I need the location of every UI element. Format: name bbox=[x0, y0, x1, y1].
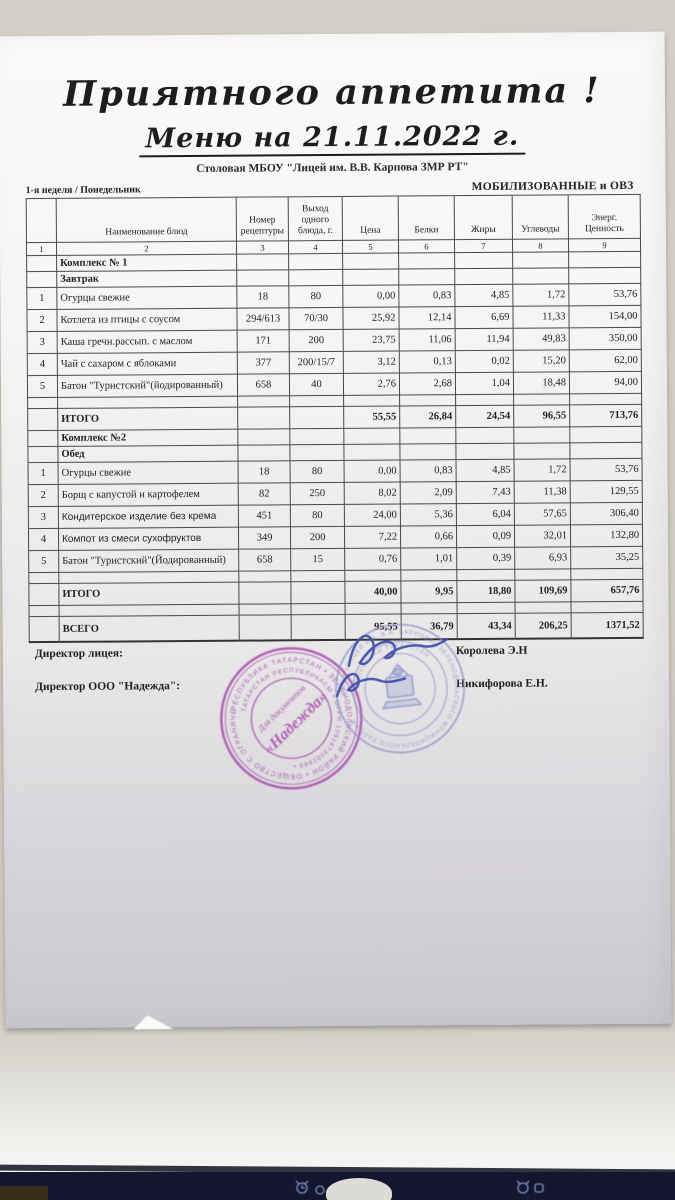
menu-table: Наименование блюд Номер рецептуры Выход … bbox=[25, 193, 644, 644]
director-ooo-label: Директор ООО "Надежда": bbox=[35, 680, 181, 694]
dark-corner-object bbox=[0, 1186, 48, 1200]
stamp-nadezhda: РЕСПУБЛИКА ТАТАРСТАН • ЗЕЛЕНОДОЛЬСКИЙ РА… bbox=[207, 634, 363, 790]
signature-director-ooo bbox=[335, 672, 407, 698]
table-header-row: Наименование блюд Номер рецептуры Выход … bbox=[26, 194, 641, 243]
canteen-name: Столовая МБОУ "Лицей им. В.В. Карпова ЗМ… bbox=[196, 161, 469, 175]
col-carbs: Углеводы bbox=[512, 194, 569, 240]
col-portion: Выход одного блюда, г. bbox=[288, 196, 343, 241]
col-fat: Жиры bbox=[454, 195, 513, 240]
paper-sheet: Приятного аппетита ! Меню на 21.11.2022 … bbox=[0, 31, 672, 1030]
signatures bbox=[335, 634, 449, 698]
col-price: Цена bbox=[342, 196, 399, 241]
menu-title: Приятного аппетита ! bbox=[63, 70, 601, 115]
paper-corner-fold bbox=[133, 1015, 174, 1030]
col-protein: Белки bbox=[398, 195, 455, 241]
signature-director-lyceum bbox=[347, 634, 449, 668]
col-energy: Энерг. Ценность bbox=[568, 194, 641, 239]
col-recipe: Номер рецептуры bbox=[236, 196, 289, 242]
menu-date: Меню на 21.11.2022 г. bbox=[0, 120, 665, 158]
fabric-pattern-glyphs bbox=[295, 1180, 544, 1195]
week-label: 1-я неделя / Понедельник bbox=[25, 184, 141, 197]
col-name: Наименование блюд bbox=[56, 197, 237, 243]
category-label: МОБИЛИЗОВАННЫЕ и ОВЗ bbox=[471, 179, 634, 194]
knob-object bbox=[326, 1178, 392, 1200]
director-lyceum-label: Директор лицея: bbox=[34, 647, 123, 661]
